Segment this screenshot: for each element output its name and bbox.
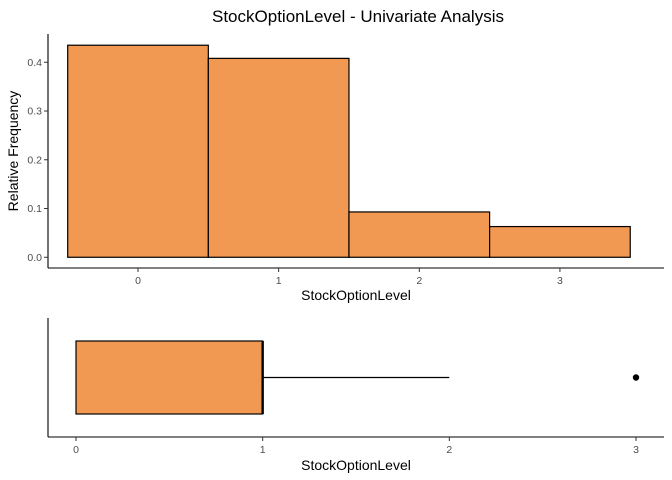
histogram-bars bbox=[67, 44, 631, 258]
histogram-y-tick-label: 0.0 bbox=[27, 252, 42, 264]
boxplot-x-tick-label: 3 bbox=[633, 444, 639, 456]
histogram-x-tick-label: 0 bbox=[135, 275, 141, 287]
histogram-bar bbox=[67, 44, 209, 258]
boxplot-panel: 0 1 2 3 StockOptionLevel bbox=[47, 318, 664, 473]
histogram-panel: 0.0 0.1 0.2 0.3 0.4 0 1 2 3 StockOptionLevel Re… bbox=[5, 34, 664, 303]
boxplot-x-tick-label: 0 bbox=[73, 444, 79, 456]
chart-title: StockOptionLevel - Univariate Analysis bbox=[212, 7, 504, 26]
histogram-x-axis-title: StockOptionLevel bbox=[301, 287, 411, 303]
boxplot-box bbox=[75, 340, 264, 415]
histogram-bar bbox=[348, 211, 491, 258]
histogram-x-tick-label: 3 bbox=[557, 275, 563, 287]
histogram-x-axis: 0 1 2 3 bbox=[48, 267, 664, 287]
histogram-y-tick-label: 0.2 bbox=[27, 154, 42, 166]
histogram-y-axis-title: Relative Frequency bbox=[5, 91, 21, 212]
boxplot-marks bbox=[75, 340, 640, 415]
histogram-y-tick-label: 0.1 bbox=[27, 203, 42, 215]
boxplot-x-axis: 0 1 2 3 bbox=[73, 437, 639, 456]
histogram-y-tick-label: 0.3 bbox=[27, 106, 42, 118]
boxplot-x-tick-label: 1 bbox=[260, 444, 266, 456]
boxplot-x-tick-label: 2 bbox=[446, 444, 452, 456]
histogram-x-tick-label: 2 bbox=[416, 275, 422, 287]
boxplot-x-axis-title: StockOptionLevel bbox=[301, 457, 411, 473]
histogram-y-axis: 0.0 0.1 0.2 0.3 0.4 bbox=[27, 34, 49, 268]
histogram-x-tick-label: 1 bbox=[276, 275, 282, 287]
histogram-y-tick-label: 0.4 bbox=[27, 57, 42, 69]
boxplot-outlier-point bbox=[632, 374, 640, 381]
histogram-bar bbox=[489, 225, 631, 258]
histogram-bar bbox=[207, 57, 350, 258]
